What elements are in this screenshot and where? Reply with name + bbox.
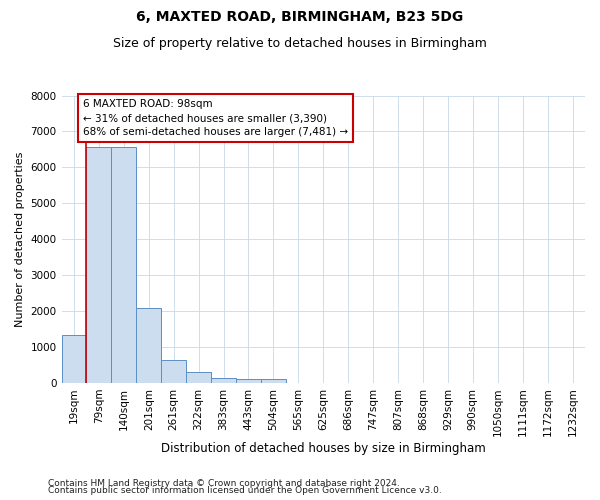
X-axis label: Distribution of detached houses by size in Birmingham: Distribution of detached houses by size … [161,442,485,455]
Bar [211,378,236,383]
Text: Contains HM Land Registry data © Crown copyright and database right 2024.: Contains HM Land Registry data © Crown c… [48,478,400,488]
Bar [236,379,261,383]
Bar [161,360,186,383]
Bar [86,146,112,383]
Text: 6, MAXTED ROAD, BIRMINGHAM, B23 5DG: 6, MAXTED ROAD, BIRMINGHAM, B23 5DG [136,10,464,24]
Text: Contains public sector information licensed under the Open Government Licence v3: Contains public sector information licen… [48,486,442,495]
Bar [62,336,86,383]
Text: 6 MAXTED ROAD: 98sqm
← 31% of detached houses are smaller (3,390)
68% of semi-de: 6 MAXTED ROAD: 98sqm ← 31% of detached h… [83,99,348,137]
Bar [261,379,286,383]
Bar [112,146,136,383]
Text: Size of property relative to detached houses in Birmingham: Size of property relative to detached ho… [113,38,487,51]
Y-axis label: Number of detached properties: Number of detached properties [15,152,25,327]
Bar [136,308,161,383]
Bar [186,372,211,383]
